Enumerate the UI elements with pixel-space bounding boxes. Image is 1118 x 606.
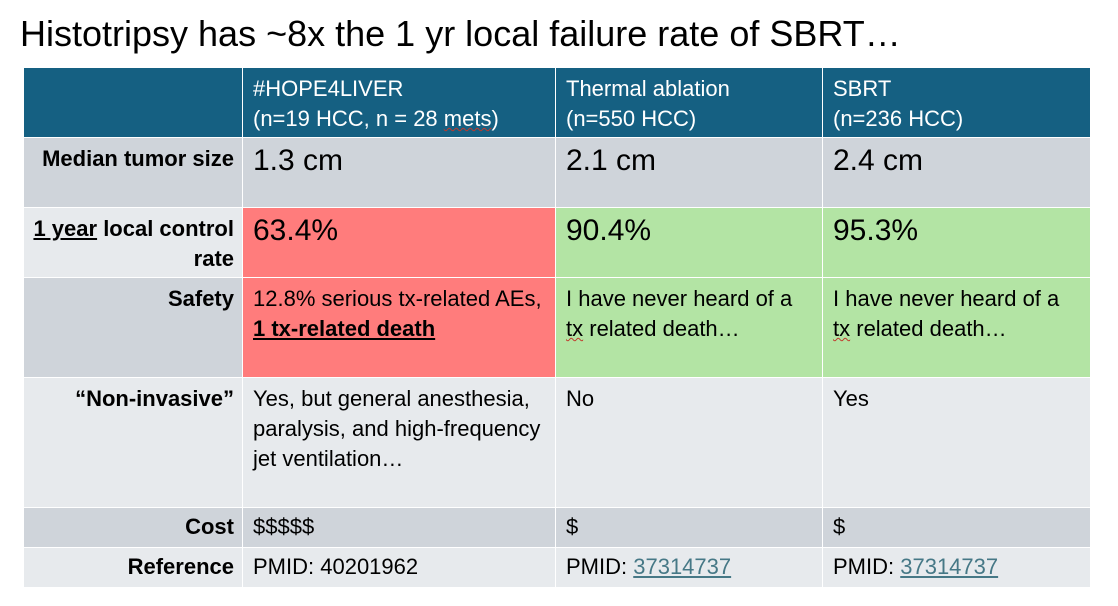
pmid-hope4liver: 40201962 <box>320 554 419 579</box>
header-sbrt-n: (n=236 HCC) <box>833 106 964 131</box>
header-thermal-name: Thermal ablation <box>566 76 730 101</box>
header-sbrt: SBRT (n=236 HCC) <box>822 67 1091 138</box>
cell-control-thermal: 90.4% <box>555 207 823 278</box>
cell-safety-thermal: I have never heard of a tx related death… <box>555 277 823 378</box>
row-label-non-invasive: “Non-invasive” <box>23 377 243 508</box>
header-hope4liver-n: (n=19 HCC, n = 28 mets) <box>253 106 499 131</box>
cell-reference-sbrt: PMID: 37314737 <box>822 547 1091 588</box>
cell-control-hope4liver: 63.4% <box>242 207 556 278</box>
header-hope4liver-name: #HOPE4LIVER <box>253 76 404 101</box>
row-label-cost: Cost <box>23 507 243 548</box>
row-local-control-rate: 1 year local control rate 63.4% 90.4% 95… <box>23 207 1091 278</box>
row-non-invasive: “Non-invasive” Yes, but general anesthes… <box>23 377 1091 508</box>
header-thermal-ablation: Thermal ablation (n=550 HCC) <box>555 67 823 138</box>
row-label-median-tumor-size: Median tumor size <box>23 137 243 208</box>
cell-cost-sbrt: $ <box>822 507 1091 548</box>
row-label-local-control-rate: 1 year local control rate <box>23 207 243 278</box>
cell-size-thermal: 2.1 cm <box>555 137 823 208</box>
row-reference: Reference PMID: 40201962 PMID: 37314737 … <box>23 547 1091 588</box>
pmid-sbrt-link[interactable]: 37314737 <box>900 554 999 579</box>
cell-reference-hope4liver: PMID: 40201962 <box>242 547 556 588</box>
tx-death-highlight: 1 tx-related death <box>253 316 436 341</box>
cell-noninvasive-hope4liver: Yes, but general anesthesia, paralysis, … <box>242 377 556 508</box>
row-cost: Cost $$$$$ $ $ <box>23 507 1091 548</box>
cell-size-sbrt: 2.4 cm <box>822 137 1091 208</box>
comparison-table: #HOPE4LIVER (n=19 HCC, n = 28 mets) Ther… <box>23 67 1091 588</box>
cell-size-hope4liver: 1.3 cm <box>242 137 556 208</box>
header-row: #HOPE4LIVER (n=19 HCC, n = 28 mets) Ther… <box>23 67 1091 138</box>
cell-control-sbrt: 95.3% <box>822 207 1091 278</box>
cell-noninvasive-sbrt: Yes <box>822 377 1091 508</box>
cell-safety-sbrt: I have never heard of a tx related death… <box>822 277 1091 378</box>
cell-safety-hope4liver: 12.8% serious tx-related AEs, 1 tx-relat… <box>242 277 556 378</box>
cell-cost-thermal: $ <box>555 507 823 548</box>
header-hope4liver: #HOPE4LIVER (n=19 HCC, n = 28 mets) <box>242 67 556 138</box>
header-thermal-n: (n=550 HCC) <box>566 106 697 131</box>
header-corner <box>23 67 243 138</box>
header-sbrt-name: SBRT <box>833 76 892 101</box>
row-median-tumor-size: Median tumor size 1.3 cm 2.1 cm 2.4 cm <box>23 137 1091 208</box>
cell-noninvasive-thermal: No <box>555 377 823 508</box>
row-safety: Safety 12.8% serious tx-related AEs, 1 t… <box>23 277 1091 378</box>
pmid-thermal-link[interactable]: 37314737 <box>633 554 732 579</box>
row-label-safety: Safety <box>23 277 243 378</box>
cell-cost-hope4liver: $$$$$ <box>242 507 556 548</box>
slide-title: Histotripsy has ~8x the 1 yr local failu… <box>20 13 901 54</box>
cell-reference-thermal: PMID: 37314737 <box>555 547 823 588</box>
row-label-reference: Reference <box>23 547 243 588</box>
